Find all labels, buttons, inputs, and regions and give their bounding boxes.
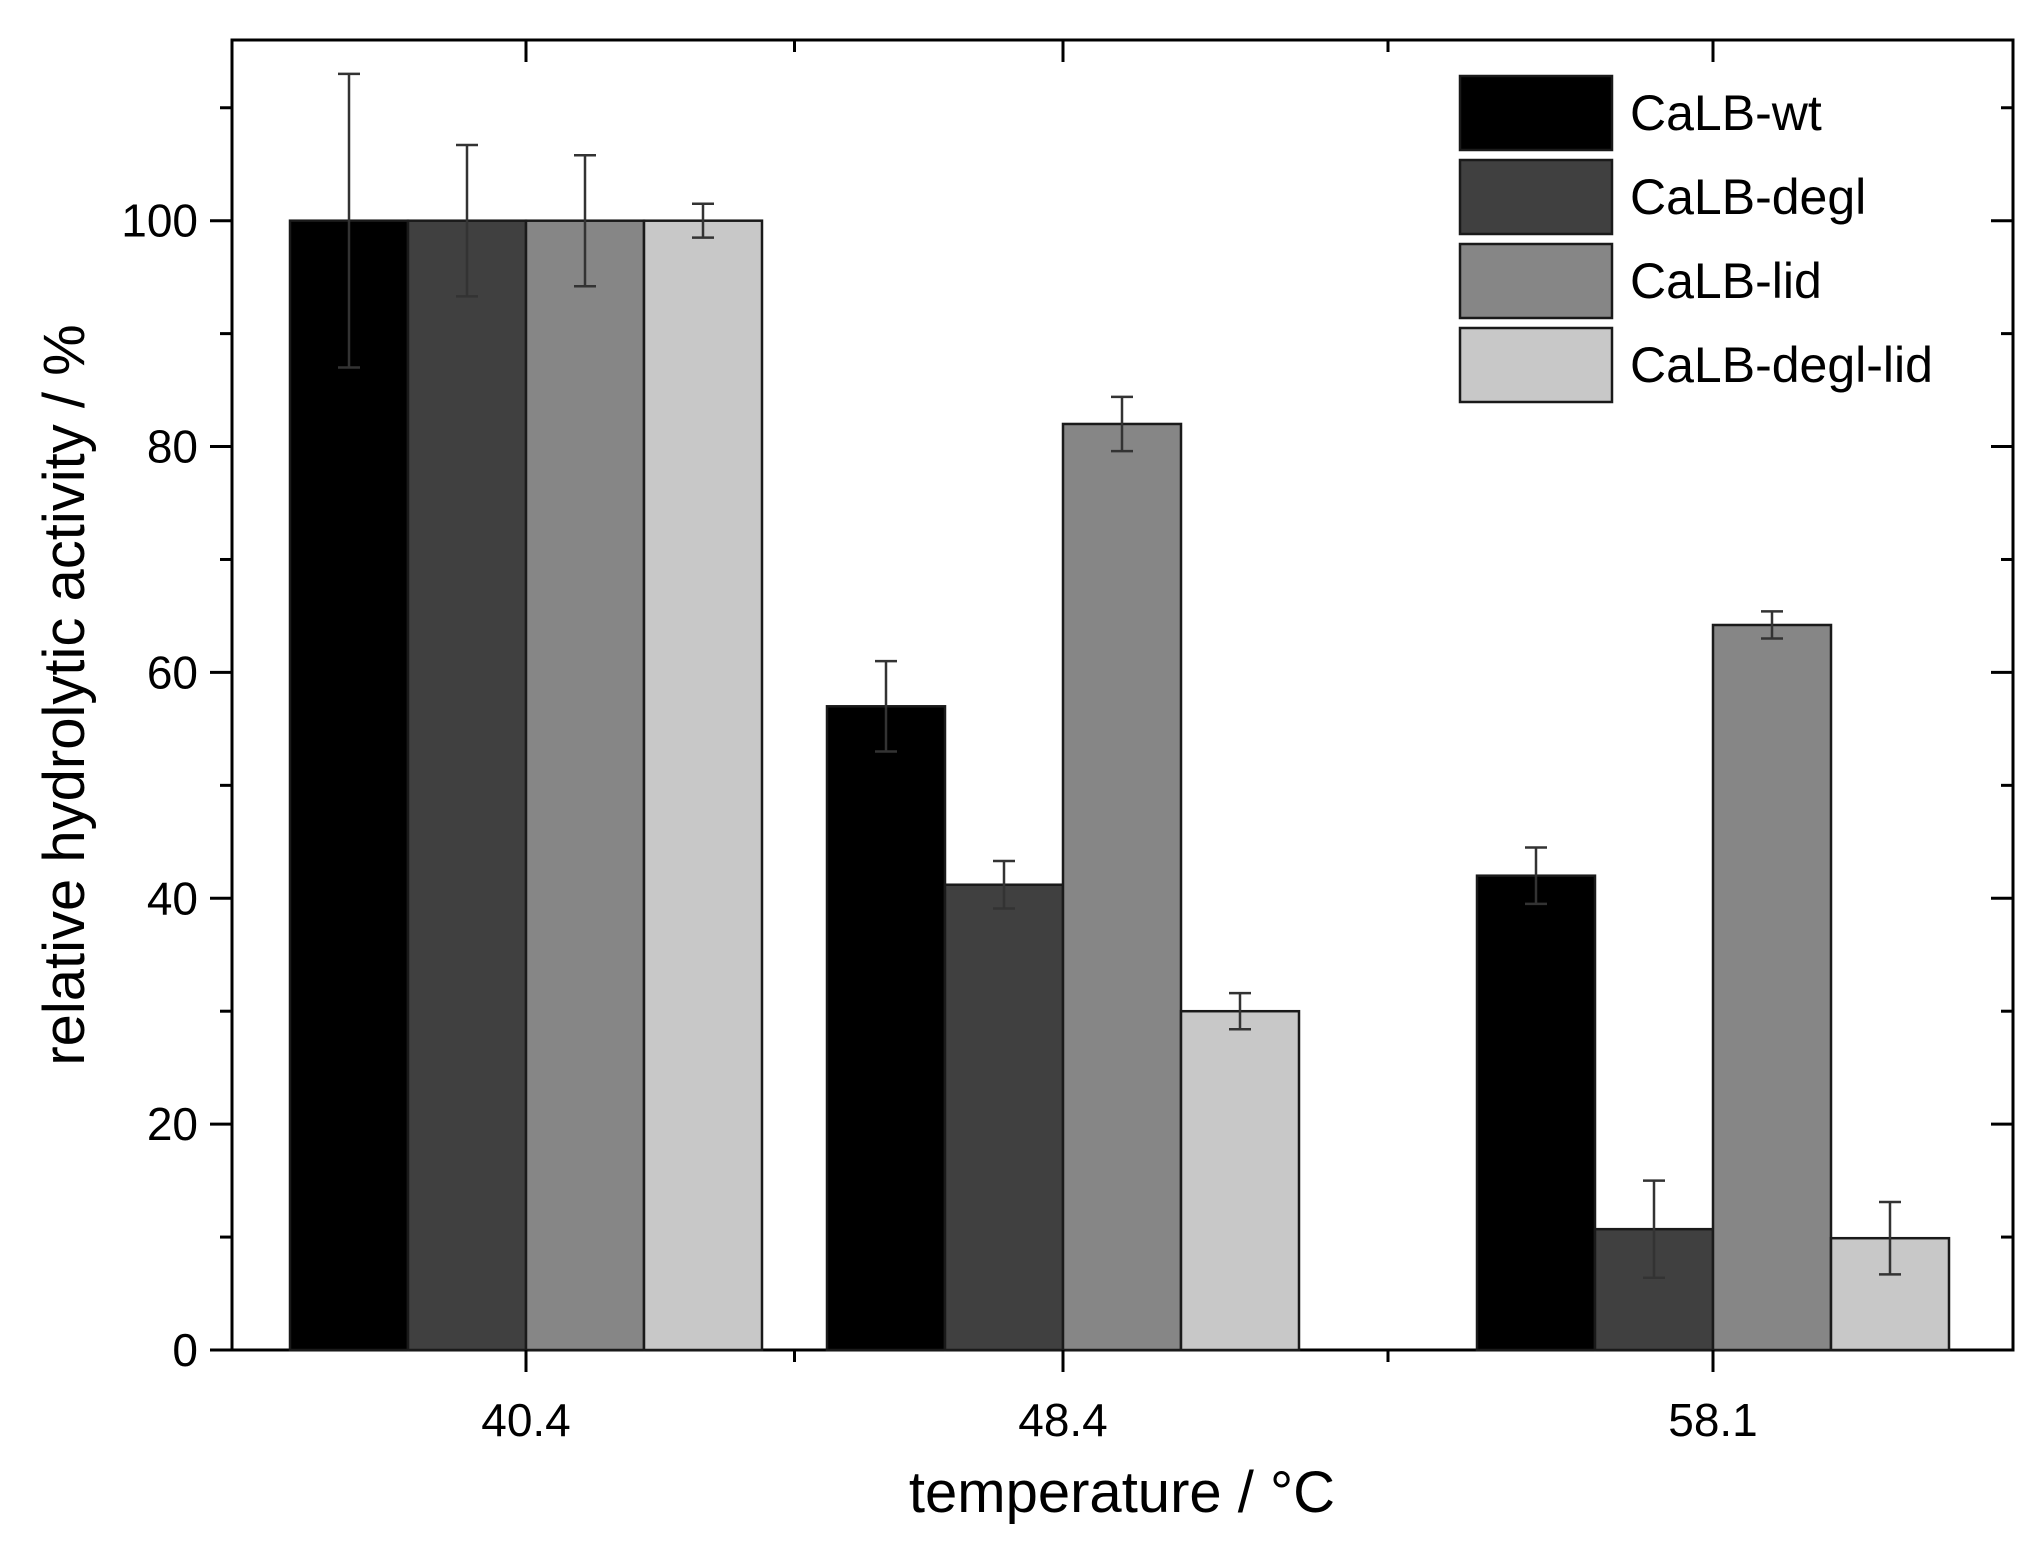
legend-swatch-CaLB-degl <box>1458 158 1614 236</box>
error-bars <box>338 72 1901 1279</box>
legend-label-CaLB-degl-lid: CaLB-degl-lid <box>1630 337 1933 393</box>
legend-label-CaLB-degl: CaLB-degl <box>1630 169 1866 225</box>
bar-CaLB-degl-lid-58.1 <box>1829 1236 1951 1352</box>
axis-ticks <box>210 40 2013 1372</box>
x-tick-label: 58.1 <box>1668 1394 1758 1446</box>
bar-CaLB-wt-48.4 <box>825 705 947 1352</box>
y-tick-label: 20 <box>147 1098 198 1150</box>
bar-CaLB-degl-40.4 <box>406 219 528 1352</box>
bars <box>288 219 1951 1352</box>
legend-swatch-CaLB-lid <box>1458 242 1614 320</box>
y-tick-label: 0 <box>172 1324 198 1376</box>
bar-CaLB-degl-lid-40.4 <box>642 219 764 1352</box>
bar-CaLB-degl-48.4 <box>943 883 1065 1352</box>
legend-label-CaLB-wt: CaLB-wt <box>1630 85 1822 141</box>
bar-CaLB-degl-lid-48.4 <box>1179 1009 1301 1352</box>
y-axis-title: relative hydrolytic activity / % <box>32 324 97 1065</box>
y-tick-label: 40 <box>147 872 198 924</box>
bar-CaLB-wt-40.4 <box>288 219 410 1352</box>
x-tick-label: 48.4 <box>1018 1394 1108 1446</box>
legend-swatch-CaLB-degl-lid <box>1458 326 1614 404</box>
bar-CaLB-lid-40.4 <box>524 219 646 1352</box>
legend-label-CaLB-lid: CaLB-lid <box>1630 253 1822 309</box>
y-tick-label: 100 <box>121 195 198 247</box>
y-tick-label: 60 <box>147 646 198 698</box>
x-tick-label: 40.4 <box>481 1394 571 1446</box>
legend: CaLB-wt CaLB-degl CaLB-lid CaLB-degl-lid <box>1458 74 1933 404</box>
bar-CaLB-lid-48.4 <box>1061 422 1183 1352</box>
x-axis-title: temperature / °C <box>909 1460 1335 1525</box>
y-tick-label: 80 <box>147 421 198 473</box>
bar-CaLB-wt-58.1 <box>1475 874 1597 1352</box>
legend-swatch-CaLB-wt <box>1458 74 1614 152</box>
y-tick-labels: 0 20 40 60 80 100 <box>121 195 198 1376</box>
bar-CaLB-lid-58.1 <box>1711 623 1833 1352</box>
x-tick-labels: 40.4 48.4 58.1 <box>481 1394 1758 1446</box>
